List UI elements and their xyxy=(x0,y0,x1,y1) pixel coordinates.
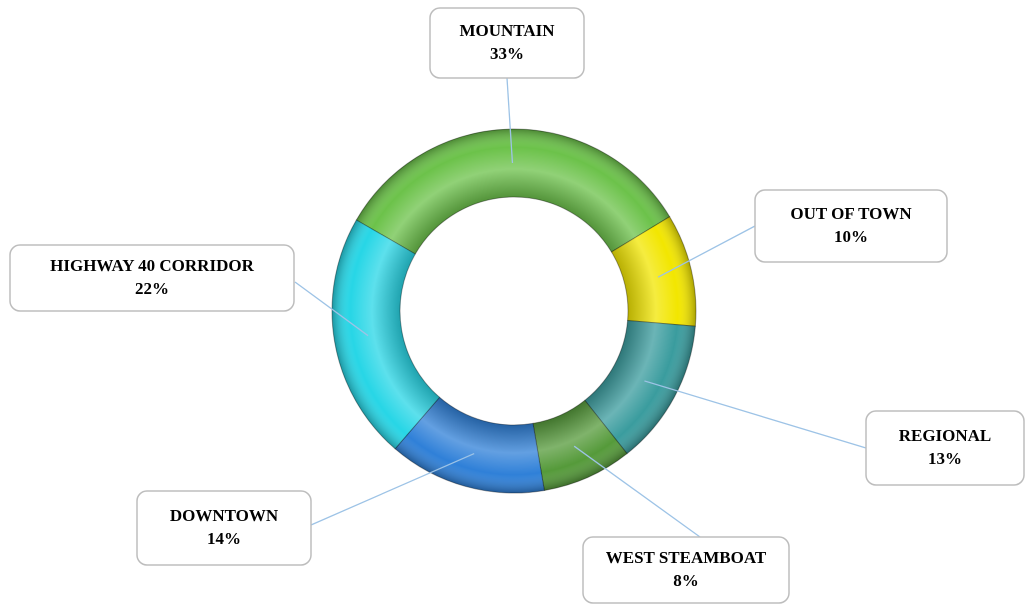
category-label: MOUNTAIN xyxy=(459,21,555,40)
category-label: HIGHWAY 40 CORRIDOR xyxy=(50,256,254,275)
slice xyxy=(331,219,441,450)
value-label: 14% xyxy=(207,529,241,548)
value-label: 33% xyxy=(490,44,524,63)
leader-line xyxy=(506,77,514,164)
leader-line xyxy=(573,445,701,538)
category-label: DOWNTOWN xyxy=(170,506,279,525)
labels: MOUNTAIN 33% OUT OF TOWN 10% REGIONAL 13% WEST… xyxy=(9,7,1025,604)
value-label: 13% xyxy=(928,449,962,468)
leader-line xyxy=(310,452,475,526)
label-box xyxy=(754,189,948,263)
value-label: 10% xyxy=(834,227,868,246)
value-label: 22% xyxy=(135,279,169,298)
label-box xyxy=(429,7,585,79)
category-label: WEST STEAMBOAT xyxy=(606,548,767,567)
label-box xyxy=(865,410,1025,486)
label-box xyxy=(582,536,790,604)
label-box xyxy=(136,490,312,566)
category-label: OUT OF TOWN xyxy=(790,204,912,223)
slice xyxy=(355,128,671,255)
leader-line xyxy=(657,225,756,278)
donut xyxy=(331,128,697,494)
label-box xyxy=(9,244,295,312)
value-label: 8% xyxy=(673,571,699,590)
leader-line xyxy=(294,281,369,337)
category-label: REGIONAL xyxy=(899,426,992,445)
leader-line xyxy=(644,380,867,449)
